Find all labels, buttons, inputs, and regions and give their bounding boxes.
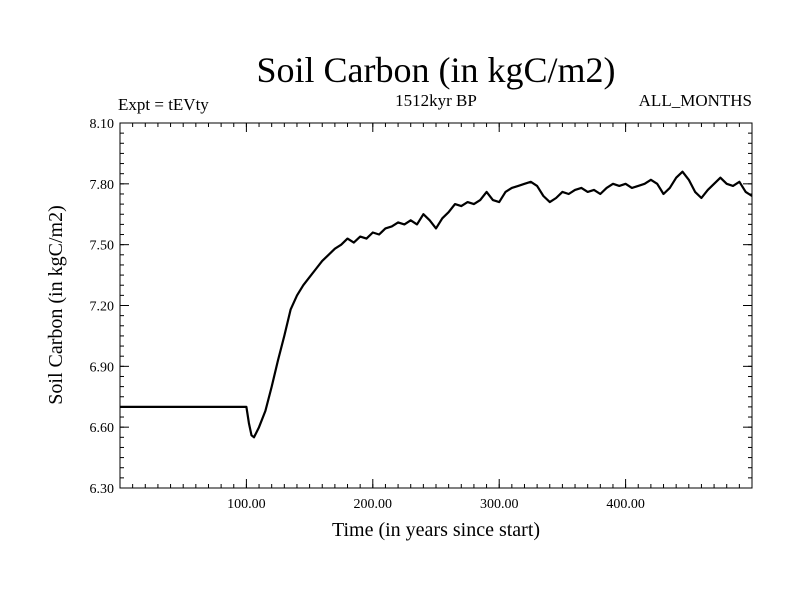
y-tick-label: 7.80 — [90, 178, 115, 193]
y-tick-label: 6.30 — [90, 482, 115, 497]
y-tick-label: 7.50 — [90, 239, 115, 254]
plot-frame — [119, 122, 753, 489]
x-axis-label: Time (in years since start) — [332, 519, 540, 541]
y-tick-label: 8.10 — [90, 117, 115, 132]
experiment-label: Expt = tEVty — [118, 95, 209, 114]
y-tick-label: 6.60 — [90, 421, 115, 436]
x-tick-label: 200.00 — [354, 497, 393, 512]
chart-title: Soil Carbon (in kgC/m2) — [257, 50, 616, 90]
x-tick-label: 300.00 — [480, 497, 519, 512]
period-label: 1512kyr BP — [395, 91, 477, 110]
plot-area: 100.00 200.00 300.00 400.00 6.30 6.60 6.90 7.20… — [90, 117, 753, 512]
y-axis-label: Soil Carbon (in kgC/m2) — [45, 205, 67, 404]
x-tick-label: 100.00 — [227, 497, 266, 512]
soil-carbon-line — [120, 170, 753, 439]
y-tick-label: 7.20 — [90, 300, 115, 315]
months-label: ALL_MONTHS — [639, 91, 752, 110]
x-tick-label: 400.00 — [606, 497, 645, 512]
y-tick-label: 6.90 — [90, 360, 115, 375]
